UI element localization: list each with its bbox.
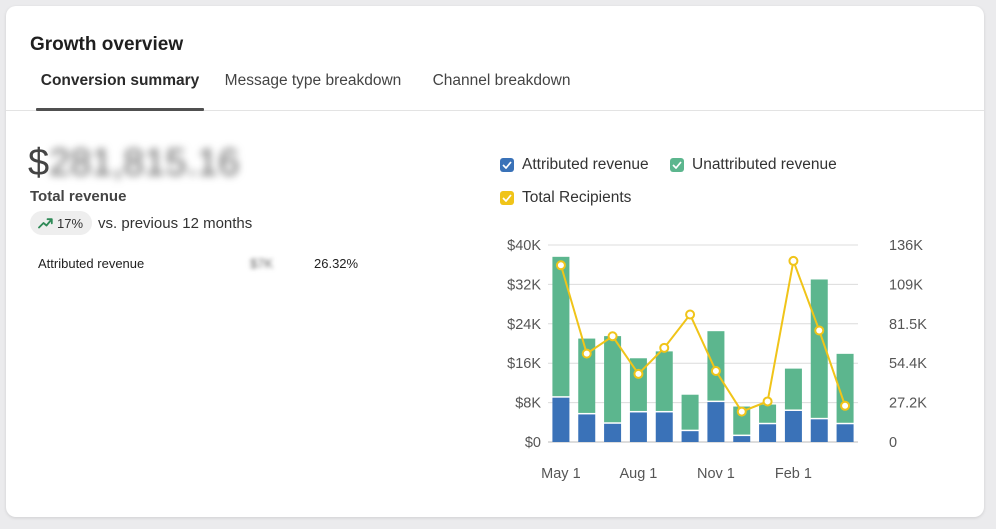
- bar-attributed-revenue: [604, 423, 622, 442]
- legend-item-attributed-revenue[interactable]: Attributed revenue: [500, 156, 649, 174]
- bar-attributed-revenue: [681, 431, 699, 442]
- point-total-recipients: [710, 366, 721, 377]
- tab-label: Conversion summary: [40, 72, 200, 89]
- point-total-recipients: [555, 260, 566, 271]
- legend-label: Unattributed revenue: [692, 156, 837, 173]
- bar-attributed-revenue: [707, 402, 725, 442]
- trending-up-icon: [38, 218, 53, 229]
- x-tick-label: Aug 1: [619, 466, 657, 482]
- card-title: Growth overview: [30, 34, 184, 55]
- bar-unattributed-revenue: [604, 336, 622, 423]
- y-right-tick-label: 54.4K: [889, 356, 927, 372]
- y-left-tick-label: $24K: [507, 317, 541, 333]
- checkmark-icon: [672, 161, 682, 169]
- y-left-tick-label: $16K: [507, 356, 541, 372]
- bar-attributed-revenue: [552, 397, 570, 442]
- total-revenue-value: $281,815.16: [28, 142, 239, 185]
- checkmark-icon: [502, 161, 512, 169]
- point-total-recipients: [607, 331, 618, 342]
- checkmark-icon: [502, 194, 512, 202]
- attributed-revenue-label: Attributed revenue: [38, 256, 145, 271]
- line-total-recipients: [559, 257, 847, 413]
- point-total-recipients: [788, 255, 799, 266]
- bar-attributed-revenue: [733, 436, 751, 442]
- legend-checkbox-recipients[interactable]: [500, 191, 514, 205]
- x-tick-label: Nov 1: [697, 466, 735, 482]
- point-total-recipients: [659, 342, 670, 353]
- tab-bar: Conversion summary Message type breakdow…: [6, 66, 984, 111]
- tab-conversion-summary[interactable]: Conversion summary: [36, 72, 204, 111]
- point-total-recipients: [685, 309, 696, 320]
- bar-unattributed-revenue: [759, 404, 777, 423]
- bar-attributed-revenue: [836, 424, 854, 442]
- tab-message-type-breakdown[interactable]: Message type breakdown: [221, 72, 405, 108]
- bar-unattributed-revenue: [578, 338, 596, 413]
- point-total-recipients: [633, 368, 644, 379]
- legend-item-total-recipients[interactable]: Total Recipients: [500, 189, 631, 207]
- x-tick-label: May 1: [541, 466, 581, 482]
- bar-attributed-revenue: [629, 412, 647, 442]
- bar-unattributed-revenue: [681, 394, 699, 430]
- obscured-revenue-amount: 281,815.16: [49, 142, 240, 184]
- bar-attributed-revenue: [655, 412, 673, 442]
- currency-symbol: $: [28, 142, 50, 184]
- bar-unattributed-revenue: [707, 331, 725, 401]
- bar-unattributed-revenue: [655, 351, 673, 411]
- total-revenue-label: Total revenue: [30, 188, 127, 205]
- legend-label: Attributed revenue: [522, 156, 649, 173]
- legend-item-unattributed-revenue[interactable]: Unattributed revenue: [670, 156, 837, 174]
- y-right-tick-label: 81.5K: [889, 317, 927, 333]
- y-left-tick-label: $0: [525, 435, 541, 451]
- point-total-recipients: [762, 396, 773, 407]
- tab-channel-breakdown[interactable]: Channel breakdown: [429, 72, 574, 108]
- attributed-revenue-value: $7K: [250, 256, 274, 271]
- legend-checkbox-attributed[interactable]: [500, 158, 514, 172]
- y-left-tick-label: $32K: [507, 277, 541, 293]
- bar-attributed-revenue: [784, 410, 802, 442]
- point-total-recipients: [840, 400, 851, 411]
- bar-unattributed-revenue: [810, 279, 828, 418]
- y-left-tick-label: $8K: [515, 396, 541, 412]
- point-total-recipients: [736, 406, 747, 417]
- bar-unattributed-revenue: [784, 368, 802, 410]
- point-total-recipients: [581, 348, 592, 359]
- tab-label: Message type breakdown: [224, 72, 402, 89]
- x-tick-label: Feb 1: [775, 466, 812, 482]
- revenue-recipients-chart: $0 0 $8K 27.2K $16K 54.4K $24K 81.5K $32K 109K $40…: [507, 238, 927, 482]
- growth-percent: 17%: [57, 215, 84, 231]
- legend-checkbox-unattributed[interactable]: [670, 158, 684, 172]
- bar-attributed-revenue: [578, 414, 596, 442]
- y-left-tick-label: $40K: [507, 238, 541, 254]
- growth-overview-card: Growth overview Conversion summary Messa…: [6, 6, 984, 517]
- y-right-tick-label: 0: [889, 435, 897, 451]
- tab-label: Channel breakdown: [432, 72, 571, 89]
- growth-comparison: 17% vs. previous 12 months: [30, 211, 252, 235]
- y-right-tick-label: 109K: [889, 277, 923, 293]
- legend-label: Total Recipients: [522, 189, 632, 206]
- y-right-tick-label: 136K: [889, 238, 923, 254]
- bar-attributed-revenue: [759, 424, 777, 442]
- attributed-revenue-percent: 26.32%: [314, 256, 359, 271]
- bar-unattributed-revenue: [552, 256, 570, 397]
- y-right-tick-label: 27.2K: [889, 396, 927, 412]
- growth-badge: 17%: [30, 211, 93, 235]
- growth-comparison-text: vs. previous 12 months: [98, 214, 253, 232]
- attributed-revenue-row: Attributed revenue $7K 26.32%: [38, 256, 398, 276]
- bar-attributed-revenue: [810, 419, 828, 442]
- point-total-recipients: [814, 325, 825, 336]
